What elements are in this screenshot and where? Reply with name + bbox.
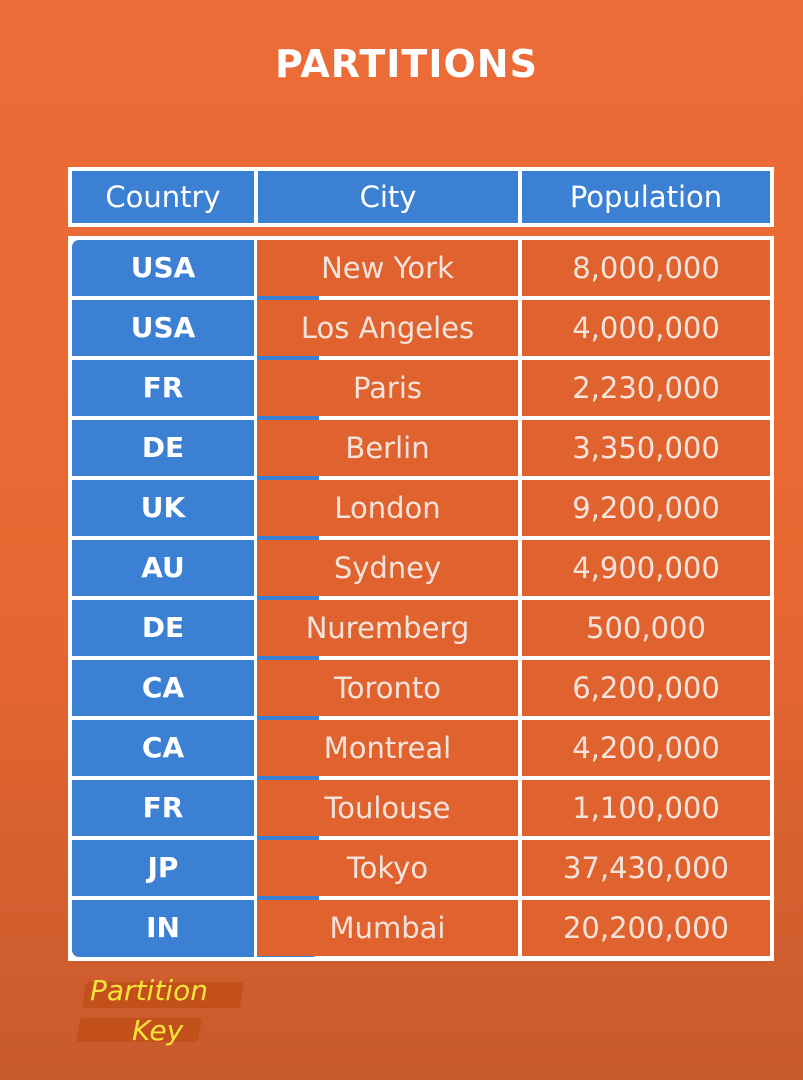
partition-table: USA New York 8,000,000 USA Los Angeles 4,000,…: [68, 236, 774, 961]
table-row: CA Toronto 6,200,000: [68, 660, 774, 716]
cell-population: 4,200,000: [522, 720, 770, 776]
cell-city: London: [257, 480, 518, 536]
cell-population: 6,200,000: [522, 660, 770, 716]
cell-country: JP: [147, 851, 179, 884]
cell-population: 500,000: [522, 600, 770, 656]
cell-population: 1,100,000: [522, 780, 770, 836]
cell-country: USA: [130, 311, 196, 344]
row-divider: [72, 716, 254, 720]
cell-population: 37,430,000: [522, 840, 770, 896]
table-row: FR Paris 2,230,000: [68, 360, 774, 416]
cell-country: DE: [141, 611, 185, 644]
cell-population: 4,000,000: [522, 300, 770, 356]
table-row: JP Tokyo 37,430,000: [68, 840, 774, 896]
table-row: AU Sydney 4,900,000: [68, 540, 774, 596]
legend-label-line1: Partition: [90, 974, 208, 1007]
header-city: City: [258, 171, 518, 223]
table-row: IN Mumbai 20,200,000: [68, 900, 774, 956]
cell-population: 2,230,000: [522, 360, 770, 416]
cell-population: 3,350,000: [522, 420, 770, 476]
row-divider: [72, 356, 254, 360]
table-row: USA New York 8,000,000: [68, 240, 774, 296]
table-row: DE Berlin 3,350,000: [68, 420, 774, 476]
cell-city: Berlin: [257, 420, 518, 476]
header-population: Population: [522, 171, 770, 223]
table-row: DE Nuremberg 500,000: [68, 600, 774, 656]
cell-country: FR: [142, 371, 184, 404]
row-divider: [72, 296, 254, 300]
cell-country: AU: [141, 551, 185, 584]
cell-city: Montreal: [257, 720, 518, 776]
cell-city: Tokyo: [257, 840, 518, 896]
cell-country: USA: [130, 251, 196, 284]
row-divider: [72, 476, 254, 480]
cell-country: FR: [142, 791, 184, 824]
row-divider: [72, 896, 254, 900]
legend-label-line2: Key: [132, 1014, 184, 1047]
row-divider: [72, 776, 254, 780]
cell-population: 9,200,000: [522, 480, 770, 536]
cell-population: 4,900,000: [522, 540, 770, 596]
cell-population: 20,200,000: [522, 900, 770, 956]
table-row: CA Montreal 4,200,000: [68, 720, 774, 776]
cell-city: Toronto: [257, 660, 518, 716]
cell-city: Mumbai: [257, 900, 518, 956]
cell-city: Los Angeles: [257, 300, 518, 356]
cell-city: Nuremberg: [257, 600, 518, 656]
cell-city: Paris: [257, 360, 518, 416]
row-divider: [72, 536, 254, 540]
row-divider: [72, 656, 254, 660]
row-divider: [72, 836, 254, 840]
cell-country: CA: [141, 731, 185, 764]
cell-country: CA: [141, 671, 185, 704]
table-row: FR Toulouse 1,100,000: [68, 780, 774, 836]
cell-country: UK: [140, 491, 186, 524]
cell-city: New York: [257, 240, 518, 296]
table-row: UK London 9,200,000: [68, 480, 774, 536]
row-divider: [72, 416, 254, 420]
row-divider: [72, 596, 254, 600]
partition-key-legend: Partition Key: [75, 972, 258, 1052]
table-header: Country City Population: [68, 167, 774, 227]
cell-country: IN: [146, 911, 180, 944]
header-country: Country: [72, 171, 254, 223]
cell-city: Toulouse: [257, 780, 518, 836]
cell-country: DE: [141, 431, 185, 464]
cell-city: Sydney: [257, 540, 518, 596]
page-title: PARTITIONS: [275, 42, 538, 86]
column-divider: [254, 236, 257, 961]
table-row: USA Los Angeles 4,000,000: [68, 300, 774, 356]
cell-population: 8,000,000: [522, 240, 770, 296]
